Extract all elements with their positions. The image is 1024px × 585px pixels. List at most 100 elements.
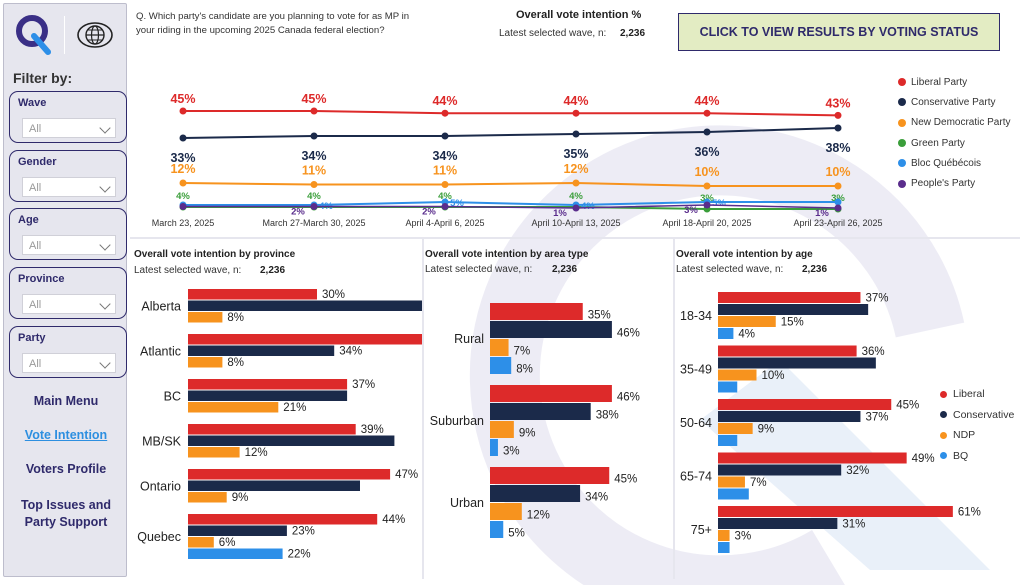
- bar-ndp[interactable]: [718, 476, 745, 488]
- bar-liberal[interactable]: [490, 467, 610, 484]
- view-by-voting-status-button[interactable]: CLICK TO VIEW RESULTS BY VOTING STATUS: [678, 13, 1000, 51]
- bar-conservative[interactable]: [188, 345, 335, 357]
- bar-conservative[interactable]: [718, 304, 869, 315]
- nav-voters-profile[interactable]: Voters Profile: [25, 462, 107, 476]
- legend-item-conservative[interactable]: Conservative Party: [898, 92, 1010, 112]
- legend-item-ndp[interactable]: New Democratic Party: [898, 113, 1010, 133]
- filter-province-select[interactable]: All: [22, 294, 116, 314]
- filter-gender-select[interactable]: All: [22, 177, 116, 197]
- bar-conservative[interactable]: [188, 300, 422, 312]
- bar-bq[interactable]: [490, 439, 498, 456]
- bar-ndp[interactable]: [188, 402, 279, 413]
- line-point-conservative[interactable]: [572, 130, 580, 138]
- bar-conservative[interactable]: [490, 485, 581, 502]
- line-point-ndp[interactable]: [703, 182, 711, 190]
- age-legend-item-conservative[interactable]: Conservative: [940, 405, 1014, 426]
- bar-liberal[interactable]: [188, 334, 422, 345]
- line-point-liberal[interactable]: [834, 111, 842, 119]
- bar-value-label: 37%: [352, 379, 375, 391]
- bar-conservative[interactable]: [188, 525, 287, 537]
- age-legend-item-bq[interactable]: BQ: [940, 446, 1014, 467]
- line-point-liberal[interactable]: [179, 107, 187, 115]
- bar-bq[interactable]: [718, 381, 738, 393]
- nav-top-issues[interactable]: Top Issues and Party Support: [4, 497, 128, 531]
- bar-liberal[interactable]: [188, 289, 317, 300]
- legend-item-liberal[interactable]: Liberal Party: [898, 72, 1010, 92]
- filter-party-select[interactable]: All: [22, 353, 116, 373]
- bar-liberal[interactable]: [188, 424, 356, 435]
- filter-wave-label: Wave: [18, 97, 47, 109]
- bar-ndp[interactable]: [718, 316, 776, 327]
- line-point-ndp[interactable]: [572, 179, 580, 187]
- bar-conservative[interactable]: [188, 480, 360, 492]
- line-point-conservative[interactable]: [834, 124, 842, 132]
- line-point-ppc[interactable]: [703, 201, 711, 209]
- bar-liberal[interactable]: [188, 379, 348, 390]
- bar-ndp[interactable]: [188, 537, 214, 548]
- line-point-ppc[interactable]: [441, 203, 449, 210]
- bar-ndp[interactable]: [490, 503, 522, 520]
- bar-bq[interactable]: [718, 328, 734, 339]
- line-point-conservative[interactable]: [310, 132, 318, 140]
- bar-liberal[interactable]: [188, 469, 391, 480]
- line-point-conservative[interactable]: [179, 134, 187, 142]
- line-point-liberal[interactable]: [572, 109, 580, 117]
- age-legend-item-liberal[interactable]: Liberal: [940, 384, 1014, 405]
- legend-item-bq[interactable]: Bloc Québécois: [898, 153, 1010, 173]
- line-point-conservative[interactable]: [441, 132, 449, 140]
- globe-icon[interactable]: [76, 20, 114, 50]
- bar-liberal[interactable]: [490, 303, 583, 320]
- bar-ndp[interactable]: [490, 421, 514, 438]
- bar-conservative[interactable]: [490, 321, 612, 338]
- line-point-ndp[interactable]: [310, 181, 318, 188]
- bar-liberal[interactable]: [718, 292, 861, 303]
- line-point-liberal[interactable]: [441, 109, 449, 117]
- bar-ndp[interactable]: [188, 492, 227, 503]
- nav-vote-intention[interactable]: Vote Intention: [24, 428, 108, 442]
- bar-bq[interactable]: [718, 542, 730, 553]
- line-point-liberal[interactable]: [310, 107, 318, 115]
- line-point-conservative[interactable]: [703, 128, 711, 136]
- bar-ndp[interactable]: [718, 369, 757, 381]
- bar-ndp[interactable]: [718, 530, 730, 541]
- bar-liberal[interactable]: [718, 399, 892, 410]
- line-point-ndp[interactable]: [441, 181, 449, 188]
- bar-ndp[interactable]: [188, 312, 223, 323]
- bar-conservative[interactable]: [718, 357, 876, 369]
- bar-conservative[interactable]: [718, 518, 838, 529]
- legend-item-ppc[interactable]: People's Party: [898, 173, 1010, 193]
- bar-bq[interactable]: [718, 488, 749, 500]
- age-legend-item-ndp[interactable]: NDP: [940, 425, 1014, 446]
- bar-conservative[interactable]: [718, 411, 861, 422]
- bar-bq[interactable]: [718, 435, 738, 446]
- bar-liberal[interactable]: [490, 385, 612, 402]
- bar-bq[interactable]: [490, 357, 512, 374]
- line-point-bq[interactable]: [834, 198, 842, 206]
- bar-bq[interactable]: [490, 521, 504, 538]
- nav-main-menu[interactable]: Main Menu: [33, 394, 99, 408]
- bar-value-label: 7%: [514, 346, 531, 358]
- bar-liberal[interactable]: [718, 345, 857, 357]
- line-point-ppc[interactable]: [310, 203, 318, 210]
- bar-conservative[interactable]: [718, 464, 842, 476]
- bar-ndp[interactable]: [188, 357, 223, 368]
- filter-wave-select[interactable]: All: [22, 118, 116, 138]
- bar-conservative[interactable]: [188, 390, 348, 402]
- line-point-ppc[interactable]: [572, 204, 580, 212]
- bar-bq[interactable]: [188, 548, 283, 560]
- line-point-ndp[interactable]: [179, 179, 187, 187]
- bar-conservative[interactable]: [188, 435, 395, 447]
- line-point-liberal[interactable]: [703, 109, 711, 117]
- line-point-ppc[interactable]: [834, 204, 842, 212]
- bar-liberal[interactable]: [188, 514, 378, 525]
- bar-ndp[interactable]: [718, 423, 753, 434]
- bar-ndp[interactable]: [490, 339, 509, 356]
- line-point-ppc[interactable]: [179, 203, 187, 210]
- bar-conservative[interactable]: [490, 403, 591, 420]
- bar-liberal[interactable]: [718, 506, 953, 517]
- legend-item-green[interactable]: Green Party: [898, 133, 1010, 153]
- bar-liberal[interactable]: [718, 452, 907, 464]
- bar-ndp[interactable]: [188, 447, 240, 458]
- line-point-ndp[interactable]: [834, 182, 842, 190]
- filter-age-select[interactable]: All: [22, 235, 116, 255]
